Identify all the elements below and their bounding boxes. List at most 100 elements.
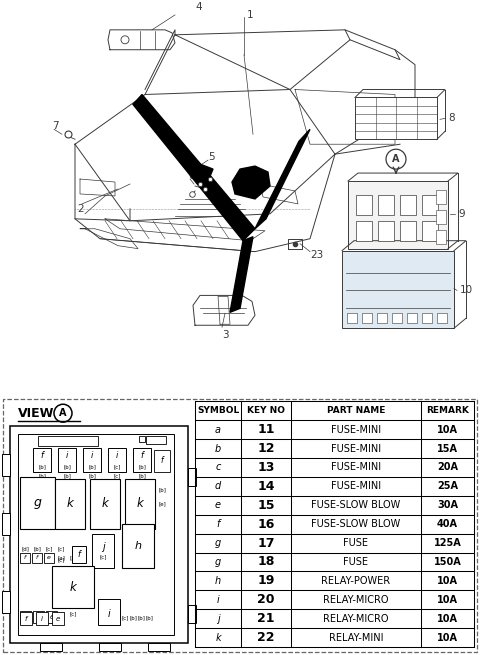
Text: 9: 9 xyxy=(458,209,465,219)
Text: 20: 20 xyxy=(257,593,275,607)
Text: 13: 13 xyxy=(257,461,275,474)
Bar xyxy=(125,479,155,529)
Bar xyxy=(2,513,10,534)
Text: 22: 22 xyxy=(257,631,275,644)
Text: 15: 15 xyxy=(257,498,275,512)
Text: i: i xyxy=(116,451,118,460)
Bar xyxy=(422,195,438,215)
Text: i: i xyxy=(91,451,93,460)
Text: k: k xyxy=(67,497,73,510)
Bar xyxy=(40,643,62,651)
Text: e: e xyxy=(215,500,221,510)
Bar xyxy=(44,553,54,563)
Text: [b]: [b] xyxy=(138,464,146,470)
Text: c: c xyxy=(216,462,221,472)
Text: [b]: [b] xyxy=(38,474,46,478)
Text: KEY NO: KEY NO xyxy=(247,406,285,415)
Text: VIEW: VIEW xyxy=(18,407,54,420)
Text: FUSE-MINI: FUSE-MINI xyxy=(331,424,381,435)
Text: [e]: [e] xyxy=(158,501,166,506)
Text: [b]: [b] xyxy=(88,474,96,478)
Text: FUSE-SLOW BLOW: FUSE-SLOW BLOW xyxy=(312,500,401,510)
Text: [a]: [a] xyxy=(75,565,83,570)
Text: 8: 8 xyxy=(448,113,455,123)
Bar xyxy=(20,612,32,625)
Text: f: f xyxy=(77,550,81,559)
Polygon shape xyxy=(232,166,270,199)
Bar xyxy=(148,643,170,651)
Bar xyxy=(98,599,120,625)
Text: d: d xyxy=(215,481,221,491)
Text: e: e xyxy=(49,614,54,620)
Bar xyxy=(52,612,64,625)
Text: [b]: [b] xyxy=(38,464,46,470)
Text: 11: 11 xyxy=(257,423,275,436)
Text: [c]: [c] xyxy=(45,546,53,551)
Bar xyxy=(92,534,114,569)
Text: A: A xyxy=(392,154,400,164)
Bar xyxy=(20,477,55,529)
Text: f: f xyxy=(24,555,26,561)
Text: 19: 19 xyxy=(257,574,275,588)
Text: 150A: 150A xyxy=(433,557,461,567)
Bar xyxy=(154,450,170,472)
Text: 5: 5 xyxy=(208,152,215,162)
Bar xyxy=(55,479,85,529)
Bar xyxy=(377,313,387,324)
Bar xyxy=(422,221,438,240)
Bar xyxy=(355,98,437,140)
Text: SYMBOL: SYMBOL xyxy=(197,406,239,415)
Bar xyxy=(400,195,416,215)
Text: [b]: [b] xyxy=(63,464,71,470)
Bar xyxy=(90,479,120,529)
Text: k: k xyxy=(70,581,76,594)
Text: 12: 12 xyxy=(257,442,275,455)
Text: 10A: 10A xyxy=(437,595,458,605)
Text: 3: 3 xyxy=(222,330,228,340)
Bar xyxy=(436,230,446,244)
Text: k: k xyxy=(137,497,144,510)
Bar xyxy=(83,448,101,472)
Bar xyxy=(139,436,145,442)
Text: [c]: [c] xyxy=(57,557,65,562)
Text: 16: 16 xyxy=(257,517,275,531)
Text: PART NAME: PART NAME xyxy=(327,406,385,415)
Bar xyxy=(122,523,154,569)
Text: f: f xyxy=(25,616,27,622)
Bar xyxy=(36,612,48,625)
Text: i: i xyxy=(66,451,68,460)
Text: [a]: [a] xyxy=(69,555,77,561)
Text: [c]: [c] xyxy=(45,557,53,562)
Text: [c]: [c] xyxy=(121,616,129,621)
Text: f: f xyxy=(24,614,27,620)
Text: 2: 2 xyxy=(77,204,84,214)
Text: [c]: [c] xyxy=(69,612,77,617)
Bar xyxy=(33,611,44,623)
Text: 25A: 25A xyxy=(437,481,458,491)
Text: 10A: 10A xyxy=(437,424,458,435)
Text: FUSE-MINI: FUSE-MINI xyxy=(331,462,381,472)
Text: [c]: [c] xyxy=(113,474,120,478)
Text: [c]: [c] xyxy=(21,557,29,562)
Bar xyxy=(347,313,357,324)
Text: h: h xyxy=(215,576,221,586)
Text: [a]: [a] xyxy=(75,571,83,576)
Text: 23: 23 xyxy=(310,250,323,259)
Bar xyxy=(342,251,454,328)
Bar xyxy=(99,643,121,651)
Bar xyxy=(436,210,446,224)
Text: 6: 6 xyxy=(188,171,194,181)
Bar xyxy=(32,553,42,563)
Text: 17: 17 xyxy=(257,536,275,550)
Bar xyxy=(407,313,417,324)
Bar xyxy=(188,605,196,623)
Text: f: f xyxy=(161,457,163,466)
Bar xyxy=(356,195,372,215)
Text: 30A: 30A xyxy=(437,500,458,510)
Bar xyxy=(133,448,151,472)
Text: i: i xyxy=(37,614,39,620)
Bar xyxy=(38,436,98,446)
Bar xyxy=(422,313,432,324)
Bar xyxy=(400,221,416,240)
Text: b: b xyxy=(215,443,221,453)
